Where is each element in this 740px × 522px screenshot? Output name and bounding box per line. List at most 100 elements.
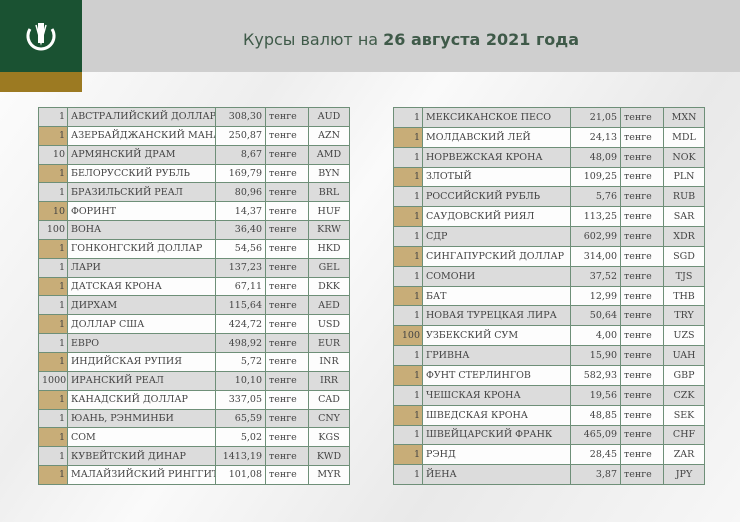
rate: 5,02: [215, 427, 266, 448]
gold-strip: [0, 72, 82, 92]
currency-name: СИНГАПУРСКИЙ ДОЛЛАР: [422, 245, 571, 267]
currency-code: DKK: [308, 276, 350, 297]
rate: 67,11: [215, 276, 266, 297]
unit: тенге: [620, 206, 664, 228]
currency-name: НОВАЯ ТУРЕЦКАЯ ЛИРА: [422, 305, 571, 327]
table-row: 1 СОМОНИ 37,52 тенге TJS: [393, 265, 705, 287]
currency-name: СОМОНИ: [422, 265, 571, 287]
unit: тенге: [265, 295, 309, 316]
rate: 10,10: [215, 370, 266, 391]
rates-table-left: 1 АВСТРАЛИЙСКИЙ ДОЛЛАР 308,30 тенге AUD 1 АЗЕР…: [38, 107, 350, 485]
currency-name: ИРАНСКИЙ РЕАЛ: [67, 370, 216, 391]
unit: тенге: [620, 384, 664, 406]
table-row: 1 ЙЕНА 3,87 тенге JPY: [393, 464, 705, 486]
nominal: 1: [393, 166, 423, 188]
rate: 24,13: [570, 126, 621, 148]
unit: тенге: [265, 465, 309, 485]
currency-name: ЗЛОТЫЙ: [422, 166, 571, 188]
nominal: 1: [393, 444, 423, 466]
table-row: 1 РЭНД 28,45 тенге ZAR: [393, 444, 705, 466]
unit: тенге: [265, 333, 309, 353]
unit: тенге: [265, 276, 309, 297]
header-band: [0, 0, 740, 72]
unit: тенге: [620, 146, 664, 168]
table-row: 1 ДАТСКАЯ КРОНА 67,11 тенге DKK: [38, 276, 350, 297]
rate: 424,72: [215, 314, 266, 335]
table-row: 1 ЧЕШСКАЯ КРОНА 19,56 тенге CZK: [393, 384, 705, 406]
currency-name: КУВЕЙТСКИЙ ДИНАР: [67, 446, 216, 467]
nominal: 1: [393, 384, 423, 406]
currency-code: IRR: [308, 370, 350, 391]
rate: 582,93: [570, 364, 621, 386]
unit: тенге: [265, 201, 309, 222]
rate: 308,30: [215, 107, 266, 127]
table-row: 1 МЕКСИКАНСКОЕ ПЕСО 21,05 тенге MXN: [393, 107, 705, 128]
table-row: 1 ДИРХАМ 115,64 тенге AED: [38, 295, 350, 316]
table-row: 1 КУВЕЙТСКИЙ ДИНАР 1413,19 тенге KWD: [38, 446, 350, 467]
table-row: 1 ЮАНЬ, РЭНМИНБИ 65,59 тенге CNY: [38, 408, 350, 429]
rate: 115,64: [215, 295, 266, 316]
nominal: 1: [393, 206, 423, 228]
nominal: 1: [393, 146, 423, 168]
currency-name: БЕЛОРУССКИЙ РУБЛЬ: [67, 163, 216, 184]
nominal: 1: [393, 265, 423, 287]
table-row: 100 ВОНА 36,40 тенге KRW: [38, 220, 350, 240]
currency-name: СДР: [422, 226, 571, 247]
currency-code: SEK: [663, 404, 705, 426]
currency-code: AMD: [308, 144, 350, 165]
rate: 337,05: [215, 389, 266, 410]
rate: 21,05: [570, 107, 621, 128]
currency-code: NOK: [663, 146, 705, 168]
currency-name: ЛАРИ: [67, 257, 216, 278]
table-row: 1 СИНГАПУРСКИЙ ДОЛЛАР 314,00 тенге SGD: [393, 245, 705, 267]
currency-name: НОРВЕЖСКАЯ КРОНА: [422, 146, 571, 168]
currency-code: RUB: [663, 186, 705, 208]
table-row: 1 ГОНКОНГСКИЙ ДОЛЛАР 54,56 тенге HKD: [38, 238, 350, 259]
table-row: 1 САУДОВСКИЙ РИЯЛ 113,25 тенге SAR: [393, 206, 705, 228]
currency-name: ШВЕДСКАЯ КРОНА: [422, 404, 571, 426]
nominal: 100: [393, 325, 423, 347]
unit: тенге: [265, 408, 309, 429]
rate: 169,79: [215, 163, 266, 184]
currency-name: ЮАНЬ, РЭНМИНБИ: [67, 408, 216, 429]
currency-name: ГРИВНА: [422, 345, 571, 366]
table-row: 1 СДР 602,99 тенге XDR: [393, 226, 705, 247]
unit: тенге: [620, 325, 664, 347]
nominal: 1: [38, 314, 68, 335]
currency-name: САУДОВСКИЙ РИЯЛ: [422, 206, 571, 228]
logo: [0, 0, 82, 72]
currency-code: XDR: [663, 226, 705, 247]
rate: 37,52: [570, 265, 621, 287]
table-row: 1 СОМ 5,02 тенге KGS: [38, 427, 350, 448]
currency-code: KRW: [308, 220, 350, 240]
currency-name: ДИРХАМ: [67, 295, 216, 316]
currency-code: SAR: [663, 206, 705, 228]
unit: тенге: [620, 444, 664, 466]
currency-name: ФОРИНТ: [67, 201, 216, 222]
unit: тенге: [620, 404, 664, 426]
table-row: 1 ГРИВНА 15,90 тенге UAH: [393, 345, 705, 366]
table-row: 1 АЗЕРБАЙДЖАНСКИЙ МАНАТ 250,87 тенге AZN: [38, 125, 350, 146]
currency-name: РОССИЙСКИЙ РУБЛЬ: [422, 186, 571, 208]
unit: тенге: [265, 446, 309, 467]
emblem-icon: [26, 23, 56, 51]
currency-name: МЕКСИКАНСКОЕ ПЕСО: [422, 107, 571, 128]
unit: тенге: [265, 351, 309, 372]
rate: 15,90: [570, 345, 621, 366]
nominal: 1: [38, 125, 68, 146]
rate: 4,00: [570, 325, 621, 347]
currency-name: АРМЯНСКИЙ ДРАМ: [67, 144, 216, 165]
currency-name: АЗЕРБАЙДЖАНСКИЙ МАНАТ: [67, 125, 216, 146]
unit: тенге: [620, 186, 664, 208]
table-row: 1 ЛАРИ 137,23 тенге GEL: [38, 257, 350, 278]
currency-code: CZK: [663, 384, 705, 406]
nominal: 1: [393, 424, 423, 446]
currency-code: MDL: [663, 126, 705, 148]
unit: тенге: [620, 364, 664, 386]
nominal: 1: [38, 276, 68, 297]
rate: 314,00: [570, 245, 621, 267]
nominal: 1: [38, 107, 68, 127]
nominal: 1: [38, 408, 68, 429]
nominal: 1: [38, 295, 68, 316]
unit: тенге: [265, 370, 309, 391]
